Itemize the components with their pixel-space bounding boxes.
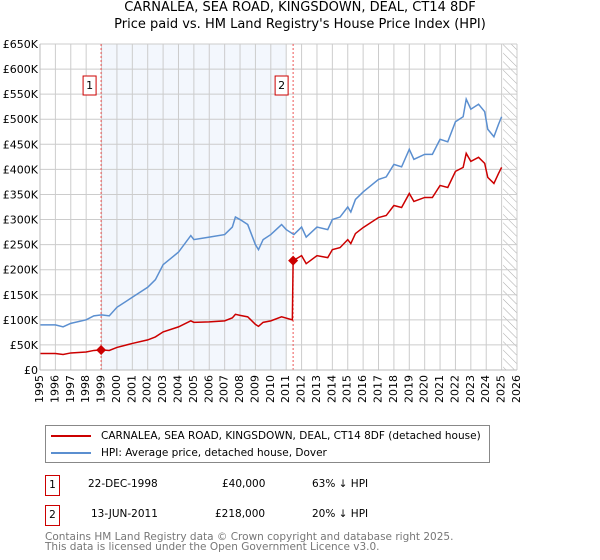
x-tick-label: 2000	[110, 375, 123, 403]
chart-title: CARNALEA, SEA ROAD, KINGSDOWN, DEAL, CT1…	[124, 0, 476, 15]
y-tick-label: £200K	[3, 264, 39, 277]
x-tick-label: 2002	[141, 375, 154, 403]
x-tick-label: 2023	[464, 375, 477, 403]
x-tick-label: 1997	[64, 375, 77, 403]
y-tick-label: £350K	[3, 188, 39, 201]
sale-hpi-diff: 63% ↓ HPI	[312, 478, 369, 490]
y-tick-label: £500K	[3, 113, 39, 126]
y-tick-label: £100K	[3, 314, 39, 327]
x-tick-label: 2021	[433, 375, 446, 403]
x-tick-label: 2018	[387, 375, 400, 403]
y-tick-label: £650K	[3, 38, 39, 51]
y-tick-label: £400K	[3, 163, 39, 176]
legend-swatch-red	[51, 435, 91, 437]
sale-marker-badge: 2	[45, 505, 60, 526]
sale-price: £218,000	[215, 508, 266, 520]
property-price-line	[40, 151, 503, 356]
x-tick-label: 2003	[156, 375, 169, 403]
x-tick-label: 2020	[418, 375, 431, 403]
x-tick-label: 2006	[202, 375, 215, 403]
sale-label-box	[82, 75, 97, 96]
hpi-line	[40, 96, 503, 328]
sale-row-2: 2 13-JUN-2011 £218,000 20% ↓ HPI	[45, 505, 545, 526]
forecast-hatch	[503, 44, 517, 370]
y-tick-label: £0	[24, 364, 38, 377]
sale-label-box	[274, 75, 289, 96]
sale-label-number: 1	[86, 79, 93, 92]
legend-swatch-blue	[51, 452, 91, 454]
x-tick-label: 2019	[402, 375, 415, 403]
x-tick-label: 2022	[448, 375, 461, 403]
sale-price: £40,000	[222, 478, 266, 490]
chart-subtitle: Price paid vs. HM Land Registry's House …	[114, 17, 486, 32]
x-tick-label: 1995	[33, 375, 46, 403]
footer-copyright: Contains HM Land Registry data © Crown c…	[45, 531, 454, 543]
legend-item-property: CARNALEA, SEA ROAD, KINGSDOWN, DEAL, CT1…	[51, 428, 481, 444]
y-tick-label: £600K	[3, 63, 39, 76]
x-tick-label: 2011	[279, 375, 292, 403]
legend-item-hpi: HPI: Average price, detached house, Dove…	[51, 445, 327, 461]
x-tick-label: 2004	[171, 375, 184, 403]
sale-point-marker	[288, 255, 299, 266]
footer-licence: This data is licensed under the Open Gov…	[45, 541, 380, 553]
x-tick-label: 2009	[248, 375, 261, 403]
x-tick-label: 1999	[95, 375, 108, 403]
x-tick-label: 2013	[310, 375, 323, 403]
x-tick-label: 1998	[79, 375, 92, 403]
plot-area: 1995 1996 1997 1998 1999 2000 2001 2002 2003 2004…	[3, 38, 523, 403]
y-tick-label: £450K	[3, 138, 39, 151]
x-tick-label: 2016	[356, 375, 369, 403]
x-tick-label: 2012	[295, 375, 308, 403]
x-tick-label: 2014	[325, 375, 338, 403]
sale-point-marker	[96, 344, 107, 355]
x-tick-label: 2026	[510, 375, 523, 403]
y-tick-label: £50K	[10, 339, 39, 352]
legend-label: CARNALEA, SEA ROAD, KINGSDOWN, DEAL, CT1…	[101, 430, 481, 442]
legend-label: HPI: Average price, detached house, Dove…	[101, 447, 327, 459]
y-tick-label: £150K	[3, 289, 39, 302]
x-tick-label: 2007	[218, 375, 231, 403]
x-tick-label: 2005	[187, 375, 200, 403]
x-tick-label: 2010	[264, 375, 277, 403]
sale-marker-badge: 1	[45, 475, 60, 496]
y-tick-label: £250K	[3, 239, 39, 252]
sale-hpi-diff: 20% ↓ HPI	[312, 508, 369, 520]
y-tick-label: £300K	[3, 214, 39, 227]
x-tick-label: 1996	[48, 375, 61, 403]
x-tick-label: 2001	[125, 375, 138, 403]
sale-date: 13-JUN-2011	[91, 508, 158, 520]
sale-row-1: 1 22-DEC-1998 £40,000 63% ↓ HPI	[45, 475, 545, 496]
x-tick-label: 2025	[495, 375, 508, 403]
x-tick-label: 2017	[372, 375, 385, 403]
x-tick-label: 2024	[479, 375, 492, 403]
x-tick-label: 2008	[233, 375, 246, 403]
sale-date: 22-DEC-1998	[88, 478, 158, 490]
sale-label-number: 2	[278, 79, 285, 92]
x-tick-label: 2015	[341, 375, 354, 403]
legend: CARNALEA, SEA ROAD, KINGSDOWN, DEAL, CT1…	[45, 425, 490, 463]
y-tick-label: £550K	[3, 88, 39, 101]
